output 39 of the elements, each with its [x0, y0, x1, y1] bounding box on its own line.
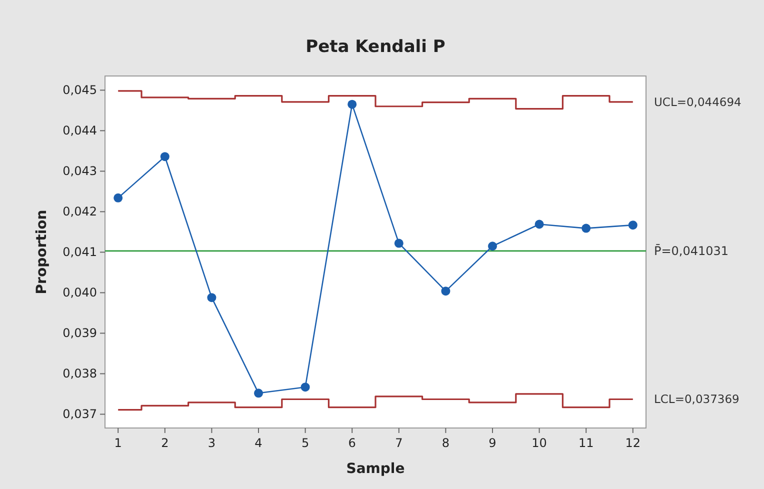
point [628, 220, 638, 230]
point [348, 100, 357, 109]
chart-title: Peta Kendali P [306, 37, 446, 57]
x-tick-label: 11 [578, 436, 594, 450]
x-tick-label: 9 [488, 436, 496, 450]
y-tick-label: 0,044 [62, 124, 97, 138]
y-tick-label: 0,038 [62, 366, 97, 381]
x-tick-label: 12 [625, 436, 641, 450]
x-tick-label: 7 [395, 436, 403, 450]
x-tick-label: 2 [161, 436, 169, 450]
y-axis-title: Proportion [34, 210, 50, 294]
point [534, 220, 544, 229]
y-tick-label: 0,042 [62, 204, 97, 219]
x-tick-label: 8 [442, 436, 450, 450]
y-tick-label: 0,041 [62, 245, 97, 260]
point [441, 286, 450, 296]
y-tick-label: 0,043 [62, 164, 97, 178]
series-label: UCL=0,044694 [654, 94, 742, 109]
x-tick-label: 1 [114, 436, 122, 450]
x-tick-label: 10 [532, 436, 547, 450]
series-label: LCL=0,037369 [654, 392, 740, 406]
x-tick-label: 4 [254, 436, 262, 450]
ref-line-label: P̄=0,041031 [654, 244, 729, 258]
point [300, 382, 310, 392]
x-axis-title: Sample [346, 461, 405, 477]
point [207, 293, 216, 302]
point [160, 152, 170, 162]
x-tick-label: 3 [208, 436, 216, 450]
y-tick-label: 0,040 [62, 286, 97, 300]
y-tick-label: 0,045 [62, 83, 97, 98]
point [254, 388, 263, 398]
x-tick-label: 6 [348, 436, 356, 450]
y-tick-label: 0,039 [62, 326, 97, 340]
point [488, 242, 497, 251]
point [582, 224, 591, 233]
point [114, 193, 123, 202]
point [394, 238, 404, 248]
x-tick-label: 5 [301, 436, 310, 450]
y-tick-label: 0,037 [62, 407, 97, 422]
